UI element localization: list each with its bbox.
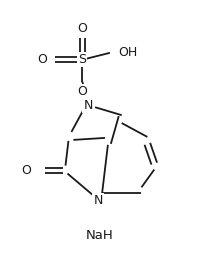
Text: O: O: [37, 53, 47, 66]
Text: NaH: NaH: [86, 229, 113, 242]
Text: O: O: [77, 85, 87, 98]
Text: N: N: [83, 99, 92, 112]
Text: S: S: [78, 53, 86, 66]
Text: O: O: [21, 164, 31, 177]
Text: O: O: [77, 21, 87, 35]
Text: N: N: [93, 194, 102, 207]
Text: OH: OH: [117, 46, 136, 59]
